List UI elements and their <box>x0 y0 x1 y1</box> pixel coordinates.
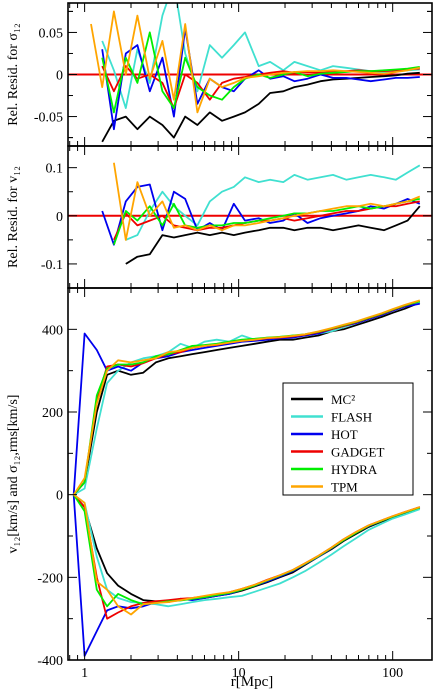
legend-label: FLASH <box>331 410 372 425</box>
legend-label: MC² <box>331 392 355 407</box>
legend: MC² FLASH HOT GADGET HYDRA TPM <box>282 382 414 496</box>
legend-label: GADGET <box>331 445 384 460</box>
y-tick-label: 0.05 <box>39 26 64 41</box>
y-tick-label: 0 <box>56 489 63 504</box>
y-tick-label: 0 <box>56 69 63 84</box>
y-axis-label: Rel. Resid. for σ₁₂ <box>6 23 21 126</box>
y-tick-label: -200 <box>37 571 63 586</box>
plot-area <box>68 162 432 265</box>
series-flash-lower-line <box>73 493 421 608</box>
series-hot-line <box>101 27 420 131</box>
y-tick-label: 0.1 <box>46 162 64 177</box>
y-tick-label: 0 <box>56 210 63 225</box>
y-axis-label: Rel. Resid. for v₁₂ <box>6 166 21 268</box>
series-tpm-upper-line <box>72 299 421 496</box>
y-tick-label: 200 <box>42 406 63 421</box>
series-mc-line <box>125 205 421 265</box>
panel-bottom: 1 10 100 -400 -200 0 200 400 v₁₂[km/s] and σ₁₂,r… <box>6 287 433 681</box>
panel-frame <box>67 287 433 661</box>
series-hydra-line <box>101 31 420 114</box>
x-tick-label: 1 <box>81 666 88 681</box>
legend-label: HYDRA <box>331 462 378 477</box>
legend-label: TPM <box>331 480 358 495</box>
y-tick-label: -400 <box>37 654 63 669</box>
x-axis-label: r[Mpc] <box>231 674 273 690</box>
y-axis-label: v₁₂[km/s] and σ₁₂,rms[km/s] <box>6 395 21 554</box>
x-tick-label: 100 <box>382 666 403 681</box>
series-tpm-line <box>90 10 420 114</box>
series-mc-line <box>101 71 420 143</box>
plot-area <box>68 3 432 143</box>
series-flash-line <box>125 164 421 241</box>
legend-box <box>282 382 414 496</box>
plot-area <box>72 299 421 657</box>
series-tpm-line <box>113 162 421 241</box>
y-tick-label: -0.1 <box>41 258 63 273</box>
x-tick-label: 10 <box>232 666 246 681</box>
legend-label: HOT <box>331 427 358 442</box>
series-hydra-line <box>113 198 420 245</box>
panel-middle: -0.1 0 0.1 Rel. Resid. for v₁₂ <box>6 145 433 289</box>
y-tick-label: 400 <box>42 323 63 338</box>
series-tpm-lower-line <box>73 493 421 616</box>
y-tick-label: -0.05 <box>34 111 63 126</box>
series-mc-upper-line <box>73 301 421 496</box>
